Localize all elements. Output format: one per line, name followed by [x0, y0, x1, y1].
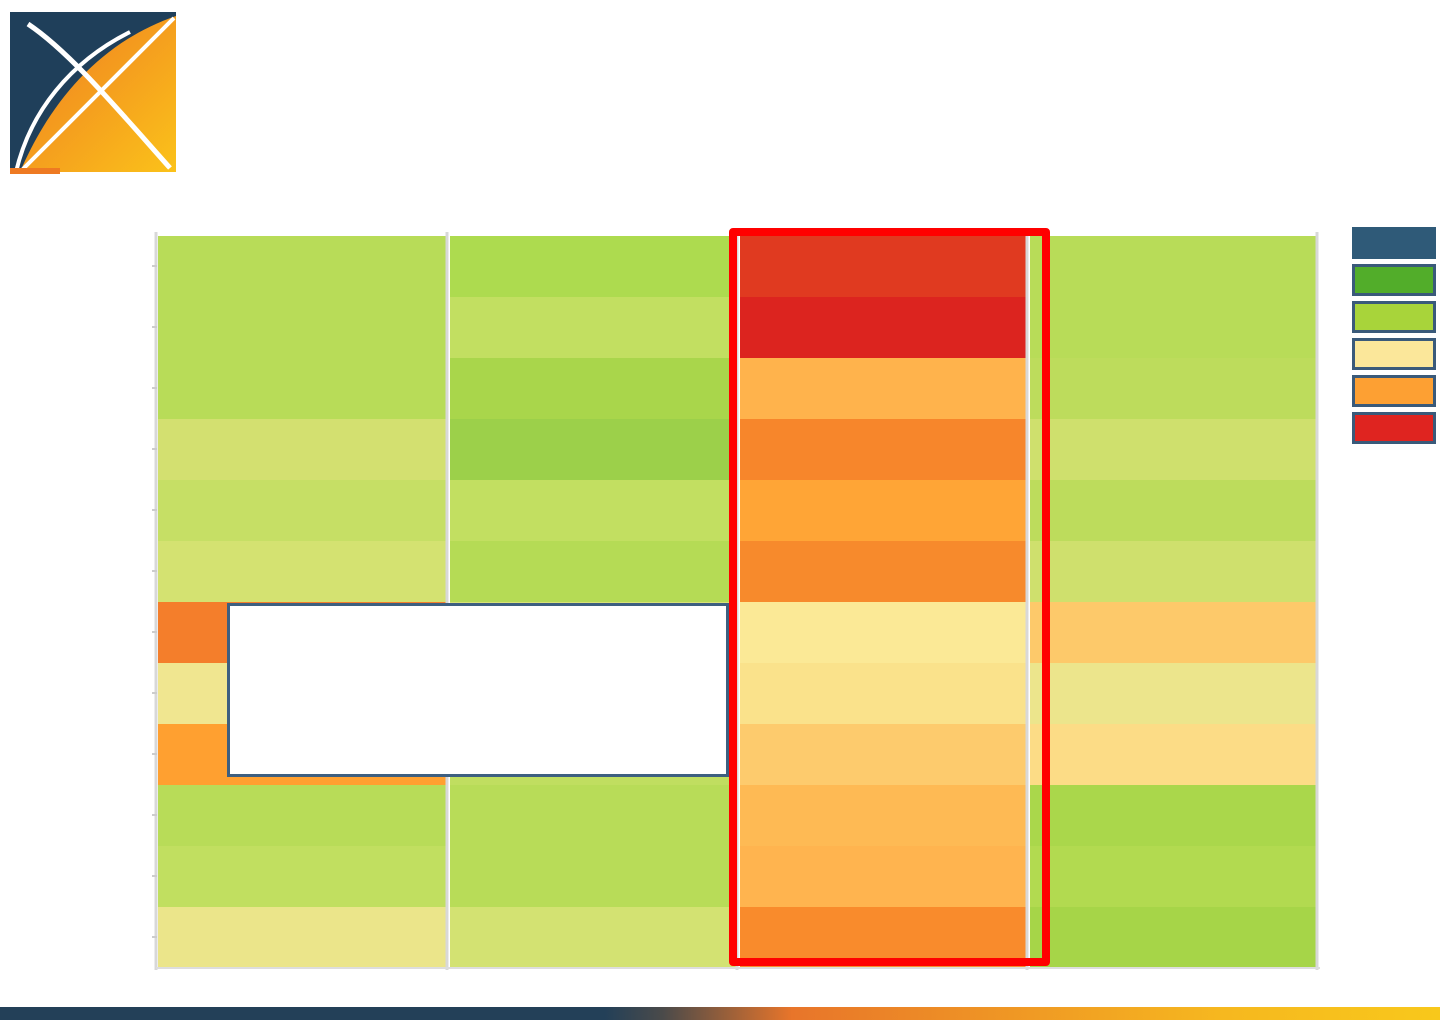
footer-bar — [0, 1007, 1440, 1020]
heatmap-cell-r1-c2 — [450, 236, 736, 297]
heatmap-cell-r11-c3 — [740, 846, 1026, 907]
legend-swatch-3 — [1352, 301, 1436, 333]
heatmap-cell-r12-c1 — [158, 907, 446, 968]
heatmap-cell-r3-c1 — [158, 358, 446, 419]
heatmap-cell-r2-c2 — [450, 297, 736, 358]
heatmap-cell-r4-c1 — [158, 419, 446, 480]
heatmap-cell-r10-c2 — [450, 785, 736, 846]
heatmap-cell-r6-c2 — [450, 541, 736, 602]
heatmap-cell-r7-c3 — [740, 602, 1026, 663]
heatmap-cell-r8-c3 — [740, 663, 1026, 724]
legend — [1352, 227, 1438, 449]
heatmap-cell-r2-c3 — [740, 297, 1026, 358]
heatmap-cell-r5-c3 — [740, 480, 1026, 541]
legend-swatch-5 — [1352, 375, 1436, 407]
heatmap-cell-r9-c4 — [1030, 724, 1316, 785]
heatmap-cell-r5-c1 — [158, 480, 446, 541]
heatmap-cell-r8-c4 — [1030, 663, 1316, 724]
heatmap-cell-r3-c3 — [740, 358, 1026, 419]
legend-swatch-2 — [1352, 264, 1436, 296]
heatmap-cell-r4-c3 — [740, 419, 1026, 480]
heatmap-cell-r3-c4 — [1030, 358, 1316, 419]
heatmap-cell-r12-c4 — [1030, 907, 1316, 968]
heatmap-cell-r7-c4 — [1030, 602, 1316, 663]
highlight-frame — [729, 228, 1050, 966]
heatmap-cell-r1-c4 — [1030, 236, 1316, 297]
heatmap-cell-r11-c4 — [1030, 846, 1316, 907]
heatmap-cell-r6-c4 — [1030, 541, 1316, 602]
heatmap-cell-r10-c3 — [740, 785, 1026, 846]
heatmap-cell-r3-c2 — [450, 358, 736, 419]
heatmap-cell-r1-c3 — [740, 236, 1026, 297]
heatmap-cell-r4-c4 — [1030, 419, 1316, 480]
heatmap-cell-r6-c1 — [158, 541, 446, 602]
legend-swatch-1 — [1352, 227, 1436, 259]
legend-swatch-4 — [1352, 338, 1436, 370]
heatmap-cell-r5-c2 — [450, 480, 736, 541]
heatmap-cell-r9-c3 — [740, 724, 1026, 785]
heatmap-cell-r2-c4 — [1030, 297, 1316, 358]
heatmap-cell-r12-c2 — [450, 907, 736, 968]
heatmap-cell-r1-c1 — [158, 236, 446, 297]
heatmap-cell-r11-c1 — [158, 846, 446, 907]
heatmap-cell-r10-c1 — [158, 785, 446, 846]
heatmap-cell-r11-c2 — [450, 846, 736, 907]
heatmap-cell-r5-c4 — [1030, 480, 1316, 541]
heatmap-cell-r6-c3 — [740, 541, 1026, 602]
heatmap-cell-r10-c4 — [1030, 785, 1316, 846]
legend-swatch-6 — [1352, 412, 1436, 444]
heatmap-cell-r4-c2 — [450, 419, 736, 480]
logo-icon — [10, 12, 176, 176]
heatmap-cell-r12-c3 — [740, 907, 1026, 968]
annotation-box — [227, 603, 729, 777]
heatmap-cell-r2-c1 — [158, 297, 446, 358]
